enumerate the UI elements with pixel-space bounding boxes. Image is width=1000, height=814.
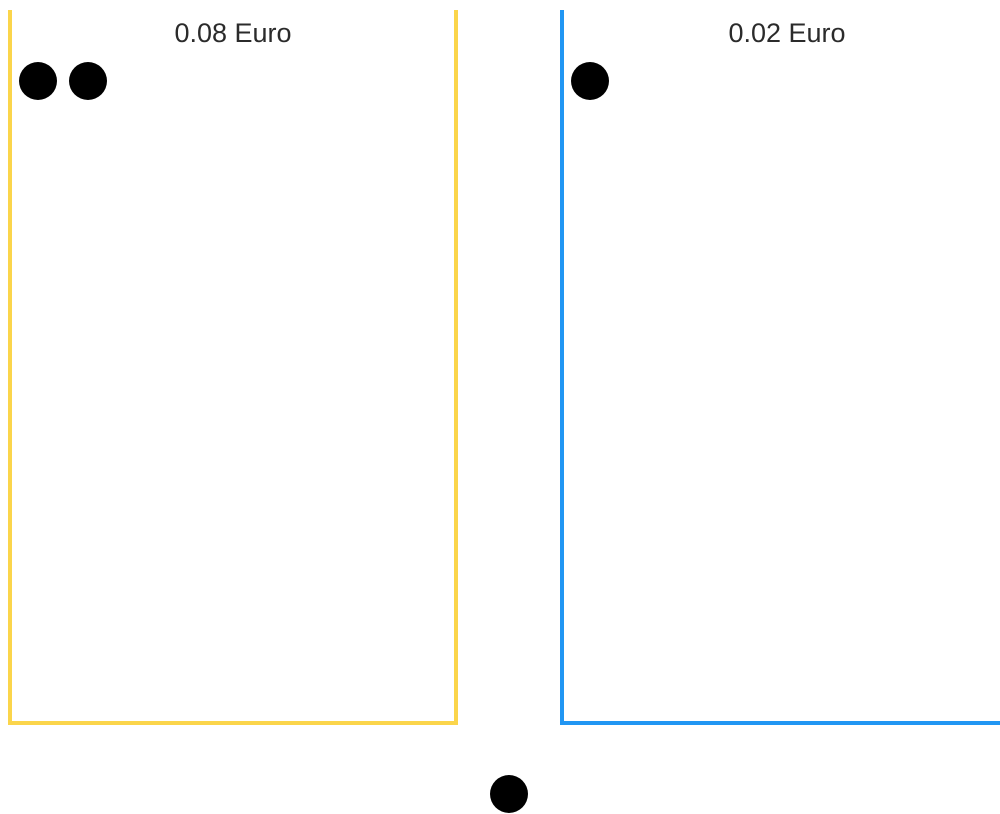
coin[interactable] <box>19 62 57 100</box>
bin-label: 0.08 Euro <box>174 18 292 48</box>
bin-label: 0.02 Euro <box>728 18 846 48</box>
bin[interactable]: 0.02 Euro <box>560 10 1000 725</box>
coin[interactable] <box>490 775 528 813</box>
bin[interactable]: 0.08 Euro <box>8 10 458 725</box>
coin[interactable] <box>69 62 107 100</box>
coin[interactable] <box>571 62 609 100</box>
